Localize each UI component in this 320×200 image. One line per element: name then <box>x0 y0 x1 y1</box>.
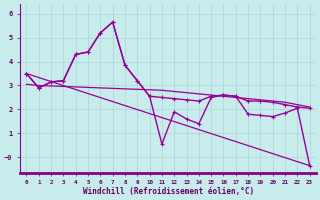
X-axis label: Windchill (Refroidissement éolien,°C): Windchill (Refroidissement éolien,°C) <box>83 187 254 196</box>
